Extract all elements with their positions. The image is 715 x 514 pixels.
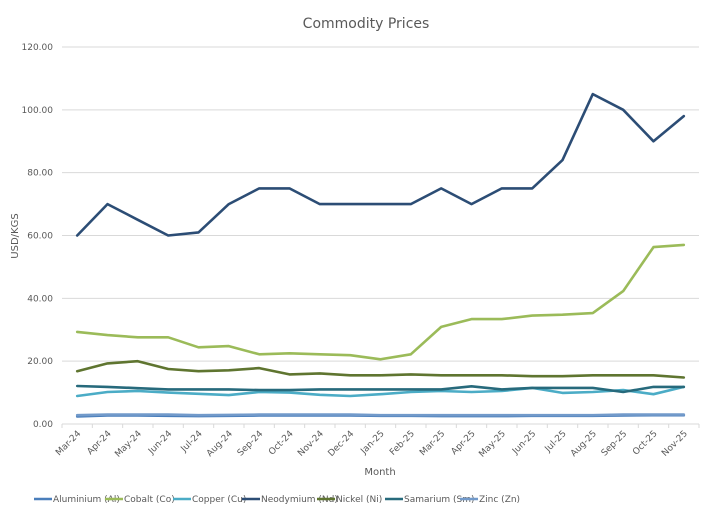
legend-label: Nickel (Ni): [336, 495, 382, 505]
x-tick-label: Apr-24: [86, 429, 114, 457]
x-axis-title: Month: [364, 467, 395, 478]
x-tick-label: Dec-24: [327, 429, 357, 459]
x-tick-label: Apr-25: [450, 429, 478, 457]
y-axis-title: USD/KGS: [10, 213, 21, 258]
x-tick-label: Jul-24: [179, 429, 205, 455]
legend-item-cobalt-co: Cobalt (Co): [105, 495, 175, 505]
chart-title: Commodity Prices: [303, 16, 430, 32]
x-tick-label: Aug-24: [205, 429, 235, 459]
legend-item-nickel-ni: Nickel (Ni): [317, 495, 382, 505]
legend-label: Aluminium (Al): [53, 495, 120, 505]
x-tick-label: Mar-25: [418, 429, 447, 458]
series-line-copper-cu: [75, 385, 686, 398]
x-tick-label: Mar-24: [54, 429, 83, 458]
legend-item-samarium-sm: Samarium (Sm): [385, 495, 475, 505]
legend-item-aluminium-al: Aluminium (Al): [34, 495, 120, 505]
legend-item-neodymium-nd: Neodymium (Nd): [242, 495, 338, 505]
x-tick-label: Jul-25: [543, 429, 569, 455]
x-tick-label: May-24: [113, 429, 144, 460]
x-tick-label: Nov-24: [296, 429, 326, 459]
legend-label: Zinc (Zn): [479, 495, 520, 505]
x-tick-label: Sep-24: [236, 429, 266, 459]
y-tick-label: 40.00: [27, 294, 53, 304]
y-axis-ticks: 0.00 20.00 40.00 60.00 80.00 100.00 120.00: [22, 43, 54, 430]
x-tick-label: Jan-25: [359, 429, 387, 457]
series-lines: [75, 92, 686, 418]
x-tick-label: May-25: [477, 429, 508, 460]
series-line-zinc-zn: [75, 413, 686, 417]
y-tick-label: 120.00: [22, 43, 54, 53]
legend-label: Copper (Cu): [192, 495, 246, 505]
legend-item-zinc-zn: Zinc (Zn): [460, 495, 520, 505]
y-tick-label: 0.00: [33, 420, 53, 430]
x-tick-label: Jun-25: [510, 429, 538, 457]
y-tick-label: 100.00: [22, 106, 54, 116]
x-tick-label: Feb-25: [388, 429, 417, 458]
series-line-samarium-sm: [75, 384, 686, 394]
series-line-cobalt-co: [75, 243, 686, 361]
y-tick-label: 20.00: [27, 357, 53, 367]
x-axis: Mar-24 Apr-24 May-24 Jun-24 Jul-24 Aug-24 Sep-…: [54, 423, 700, 460]
y-tick-label: 60.00: [27, 232, 53, 242]
legend-label: Samarium (Sm): [404, 495, 475, 505]
x-tick-label: Sep-25: [600, 429, 629, 458]
y-tick-label: 80.00: [27, 169, 53, 179]
x-tick-label: Jun-24: [146, 429, 174, 457]
x-tick-label: Nov-25: [660, 429, 690, 459]
x-tick-label: Oct-25: [631, 429, 659, 457]
legend-item-copper-cu: Copper (Cu): [173, 495, 246, 505]
series-line-neodymium-nd: [75, 92, 686, 237]
legend: Aluminium (Al) Cobalt (Co) Copper (Cu) Neod…: [34, 495, 520, 505]
x-tick-label: Oct-24: [267, 429, 296, 458]
x-tick-label: Aug-25: [569, 429, 599, 459]
series-line-nickel-ni: [75, 359, 686, 379]
legend-label: Neodymium (Nd): [261, 495, 338, 505]
legend-label: Cobalt (Co): [124, 495, 175, 505]
